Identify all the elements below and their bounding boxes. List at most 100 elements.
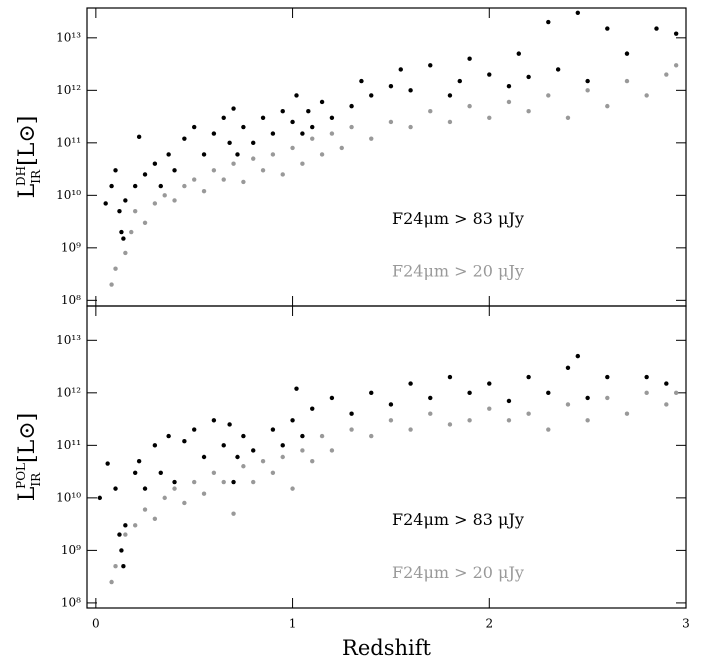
data-point <box>166 433 171 439</box>
data-point <box>119 229 124 235</box>
data-point <box>428 411 433 416</box>
data-point <box>673 390 679 396</box>
data-point <box>447 93 453 98</box>
data-point <box>123 523 128 528</box>
y-tick-label: 10⁸ <box>61 293 81 307</box>
data-point <box>349 103 354 109</box>
data-point <box>132 208 138 214</box>
data-point <box>166 152 171 157</box>
y-tick-label: 10¹⁰ <box>56 490 81 504</box>
y-label-sub: IR <box>29 169 43 184</box>
data-point <box>172 198 177 203</box>
data-point <box>310 406 315 411</box>
data-point <box>136 134 142 140</box>
data-point <box>306 109 311 114</box>
data-point <box>408 427 413 432</box>
data-point <box>227 140 232 146</box>
x-tick-label: 2 <box>485 617 493 631</box>
data-point <box>319 433 325 439</box>
data-point <box>447 422 453 427</box>
y-label-unit: [L⊙] <box>15 413 40 463</box>
data-point <box>136 458 142 464</box>
data-point <box>644 93 649 98</box>
data-point <box>121 563 126 569</box>
data-point <box>132 523 138 528</box>
y-label-unit: [L⊙] <box>15 116 40 166</box>
data-point <box>182 438 187 444</box>
data-point <box>123 532 128 537</box>
data-point <box>487 406 492 411</box>
y-tick-label: 10¹¹ <box>56 438 81 452</box>
data-point <box>506 99 512 105</box>
data-point <box>369 93 374 98</box>
data-point <box>97 495 102 501</box>
data-point <box>142 507 148 512</box>
data-point <box>447 119 453 125</box>
data-point <box>644 390 649 396</box>
data-point <box>388 418 394 423</box>
data-point <box>260 458 266 464</box>
data-point <box>103 201 108 206</box>
data-point <box>211 168 217 173</box>
data-point <box>251 448 256 453</box>
data-point <box>290 418 295 423</box>
data-point <box>605 103 610 109</box>
data-point <box>339 145 344 151</box>
plot-frame <box>86 7 687 307</box>
data-point <box>664 381 669 386</box>
y-axis-label: LIRDH[L⊙] <box>14 116 43 199</box>
data-point <box>388 83 394 89</box>
y-tick-label: 10¹³ <box>56 333 81 347</box>
data-point <box>182 136 187 141</box>
data-point <box>329 448 335 453</box>
data-point <box>162 495 167 501</box>
data-point <box>467 418 472 423</box>
y-tick-label: 10¹⁰ <box>56 188 81 202</box>
data-point <box>585 78 590 84</box>
data-point <box>408 124 413 130</box>
data-point <box>369 390 374 396</box>
data-point <box>349 427 354 432</box>
data-point <box>109 579 114 585</box>
data-point <box>624 411 630 416</box>
data-point <box>192 479 197 485</box>
data-point <box>565 402 571 407</box>
data-point <box>673 31 679 36</box>
data-point <box>201 491 207 496</box>
data-point <box>555 67 561 72</box>
data-point <box>119 548 124 553</box>
data-point <box>211 131 217 136</box>
data-point <box>624 51 630 56</box>
data-point <box>506 398 512 404</box>
data-point <box>467 103 472 109</box>
data-point <box>132 470 138 476</box>
y-tick-label: 10¹² <box>56 83 81 97</box>
data-point <box>113 563 118 569</box>
data-point <box>113 486 118 491</box>
data-point <box>506 83 512 89</box>
data-point <box>221 115 226 120</box>
data-point <box>201 188 207 194</box>
data-point <box>664 402 669 407</box>
y-axis-label: LIRPOL[L⊙] <box>14 413 43 502</box>
data-point <box>487 115 492 120</box>
y-label-sub: IR <box>29 472 43 487</box>
y-label-base: L <box>15 183 40 198</box>
data-point <box>280 454 285 460</box>
plot-frame <box>86 305 687 609</box>
data-point <box>290 145 295 151</box>
data-point <box>605 26 610 31</box>
data-point <box>192 427 197 432</box>
data-point <box>117 208 122 214</box>
data-point <box>158 470 163 476</box>
data-point <box>270 470 276 476</box>
data-point <box>294 93 299 98</box>
data-point <box>132 183 138 189</box>
data-point <box>428 395 433 401</box>
x-tick-label: 0 <box>92 617 100 631</box>
data-point <box>280 172 285 177</box>
data-point <box>211 418 217 423</box>
data-point <box>428 109 433 114</box>
data-point <box>605 374 610 380</box>
data-point <box>329 131 335 136</box>
